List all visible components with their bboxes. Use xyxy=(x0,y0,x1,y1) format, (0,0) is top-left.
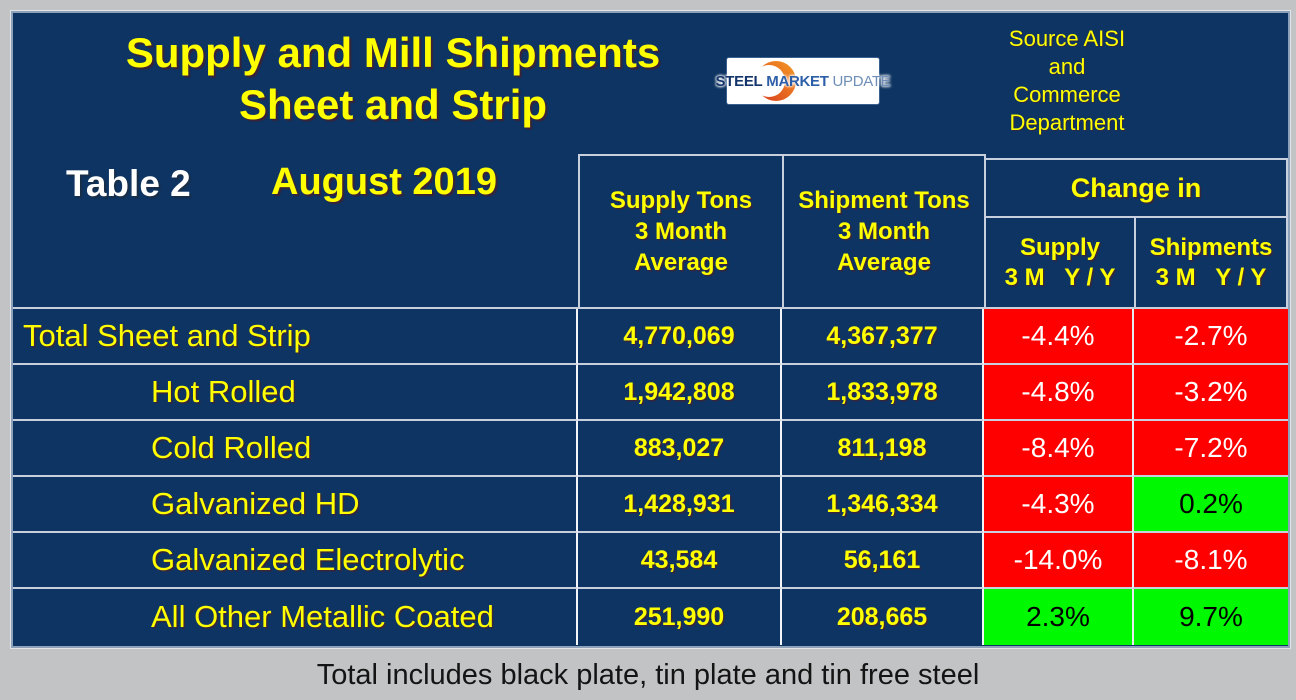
shipment-value: 4,367,377 xyxy=(782,309,984,365)
page-title-line1: Supply and Mill Shipments xyxy=(125,29,661,76)
logo-word-market: MARKET xyxy=(766,72,829,90)
shipment-value: 1,833,978 xyxy=(782,365,984,421)
slide-panel: Supply and Mill Shipments Sheet and Stri… xyxy=(11,11,1290,648)
column-header-supply-tons: Supply Tons 3 Month Average xyxy=(578,154,784,309)
column-header-supply-line2: 3 Month xyxy=(635,218,727,245)
change-supply-value: -14.0% xyxy=(984,533,1134,589)
column-header-shipment-line2: 3 Month xyxy=(838,218,930,245)
data-table: Total Sheet and Strip 4,770,069 4,367,37… xyxy=(13,307,1288,645)
change-supply-value: -8.4% xyxy=(984,421,1134,477)
row-label: Galvanized HD xyxy=(13,477,578,533)
column-header-shipment-line1: Shipment Tons xyxy=(798,187,970,214)
footer-note: Total includes black plate, tin plate an… xyxy=(316,658,980,691)
page-title: Supply and Mill Shipments Sheet and Stri… xyxy=(13,27,773,131)
column-header-supply-line1: Supply Tons xyxy=(609,187,753,214)
row-label: Hot Rolled xyxy=(13,365,578,421)
change-supply-value: 2.3% xyxy=(984,589,1134,645)
crescent-icon xyxy=(753,61,796,101)
row-label: Galvanized Electrolytic xyxy=(13,533,578,589)
supply-value: 251,990 xyxy=(578,589,782,645)
column-header-shipment-tons: Shipment Tons 3 Month Average xyxy=(782,154,986,309)
change-shipment-value: 9.7% xyxy=(1132,589,1288,645)
row-label: Cold Rolled xyxy=(13,421,578,477)
column-header-change-shipments: Shipments 3 M Y / Y xyxy=(1134,216,1288,309)
column-header-change-supply-line1: Supply xyxy=(1019,233,1100,261)
supply-value: 1,428,931 xyxy=(578,477,782,533)
supply-value: 1,942,808 xyxy=(578,365,782,421)
steel-market-update-logo: STEEL MARKET UPDATE xyxy=(716,57,891,105)
supply-value: 4,770,069 xyxy=(578,309,782,365)
shipment-value: 56,161 xyxy=(782,533,984,589)
supply-value: 883,027 xyxy=(578,421,782,477)
page-title-line2: Sheet and Strip xyxy=(238,81,548,128)
change-shipment-value: -7.2% xyxy=(1132,421,1288,477)
column-header-change-shipments-line2: 3 M Y / Y xyxy=(1155,263,1267,291)
change-supply-value: -4.4% xyxy=(984,309,1134,365)
supply-value: 43,584 xyxy=(578,533,782,589)
column-header-shipment-line3: Average xyxy=(837,249,931,276)
source-line4: Department xyxy=(1009,110,1125,135)
change-shipment-value: -8.1% xyxy=(1132,533,1288,589)
period-label: August 2019 xyxy=(271,161,497,203)
source-line1: Source AISI xyxy=(1008,26,1126,51)
column-header-change-in: Change in xyxy=(984,158,1288,218)
shipment-value: 208,665 xyxy=(782,589,984,645)
change-supply-value: -4.8% xyxy=(984,365,1134,421)
source-line2: and xyxy=(1048,54,1086,79)
change-shipment-value: -3.2% xyxy=(1132,365,1288,421)
change-shipment-value: -2.7% xyxy=(1132,309,1288,365)
table-label: Table 2 xyxy=(66,163,191,204)
change-shipment-value: 0.2% xyxy=(1132,477,1288,533)
row-label: Total Sheet and Strip xyxy=(13,309,578,365)
column-header-supply-line3: Average xyxy=(634,249,728,276)
source-note: Source AISI and Commerce Department xyxy=(962,25,1172,137)
logo-word-update: UPDATE xyxy=(832,72,891,90)
logo-word-steel: STEEL xyxy=(715,72,763,90)
source-line3: Commerce xyxy=(1013,82,1121,107)
column-header-change-supply: Supply 3 M Y / Y xyxy=(984,216,1136,309)
column-header-change-in-label: Change in xyxy=(1070,172,1202,203)
shipment-value: 1,346,334 xyxy=(782,477,984,533)
logo-wordmark: STEEL MARKET UPDATE xyxy=(716,73,891,90)
column-header-change-shipments-line1: Shipments xyxy=(1149,233,1273,261)
column-header-change-supply-line2: 3 M Y / Y xyxy=(1004,263,1116,291)
shipment-value: 811,198 xyxy=(782,421,984,477)
row-label: All Other Metallic Coated xyxy=(13,589,578,645)
change-supply-value: -4.3% xyxy=(984,477,1134,533)
